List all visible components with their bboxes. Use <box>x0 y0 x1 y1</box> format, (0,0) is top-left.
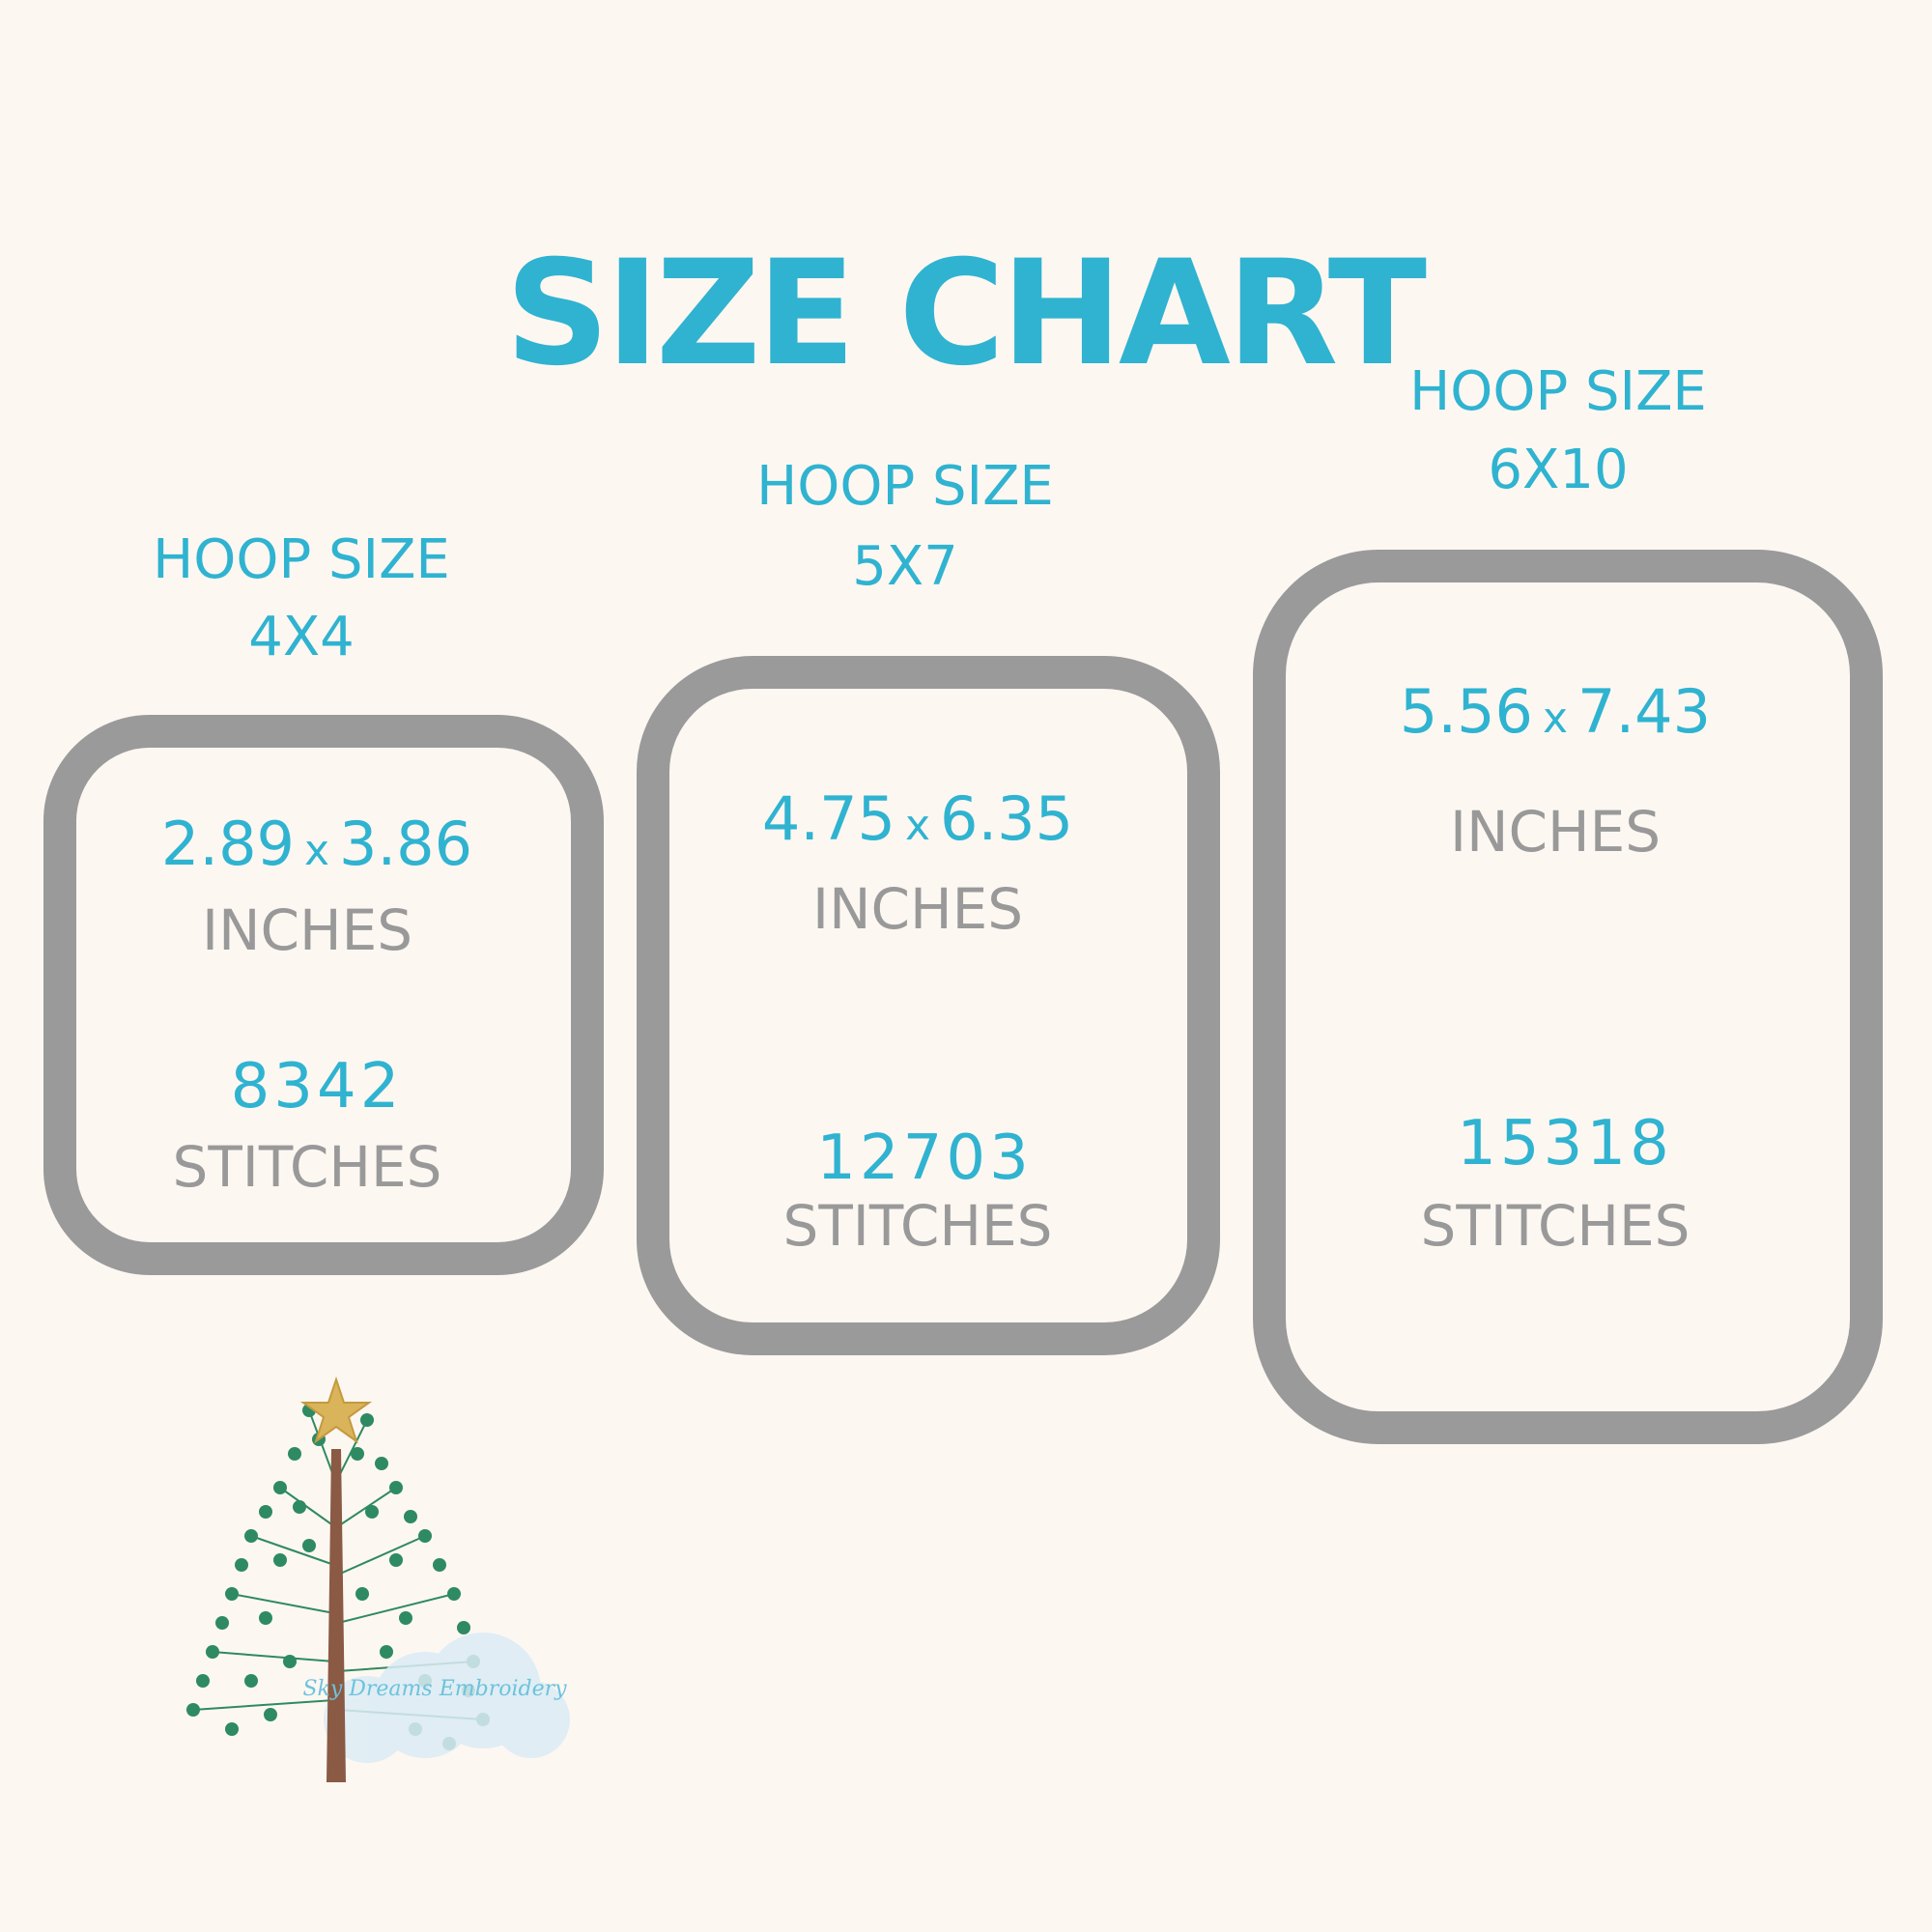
berry <box>264 1708 277 1721</box>
berry <box>418 1529 432 1543</box>
hoop-label-5x7: HOOP SIZE <box>756 455 1054 518</box>
berry <box>244 1529 258 1543</box>
berry <box>259 1611 272 1625</box>
berry <box>259 1505 272 1519</box>
berry <box>225 1722 239 1736</box>
hoop-size-6x10: 6X10 <box>1488 439 1629 501</box>
berry <box>404 1510 417 1523</box>
berry <box>399 1611 412 1625</box>
page-title: SIZE CHART <box>504 230 1427 398</box>
watermark-text: Sky Dreams Embroidery <box>302 1677 567 1701</box>
design-dimensions-5x7: 4.75 x 6.35 <box>761 783 1074 854</box>
hoop-size-4x4: 4X4 <box>248 606 355 668</box>
watermark-cloud <box>324 1633 570 1763</box>
hoop-frame-4x4 <box>43 715 604 1275</box>
christmas-tree-illustration: Sky Dreams Embroidery <box>186 1376 570 1782</box>
berry <box>447 1587 461 1601</box>
berry <box>389 1553 403 1567</box>
berry <box>375 1457 388 1470</box>
hoop-label-6x10: HOOP SIZE <box>1409 360 1707 423</box>
design-dimensions-6x10: 5.56 x 7.43 <box>1399 676 1712 747</box>
hoop-frame-6x10 <box>1253 550 1883 1444</box>
berry <box>288 1447 301 1461</box>
tree-berries <box>186 1404 490 1750</box>
stitches-label: STITCHES <box>782 1193 1053 1259</box>
unit-label: INCHES <box>201 897 413 963</box>
berry <box>206 1645 219 1659</box>
berry <box>389 1481 403 1494</box>
berry <box>273 1553 287 1567</box>
berry <box>355 1587 369 1601</box>
berry <box>457 1621 470 1634</box>
stitches-label: STITCHES <box>1420 1193 1690 1259</box>
stitch-count-5x7: 12703 <box>816 1122 1033 1194</box>
berry <box>235 1558 248 1572</box>
berry <box>196 1674 210 1688</box>
berry <box>215 1616 229 1630</box>
stitch-count-4x4: 8342 <box>230 1051 404 1122</box>
unit-label: INCHES <box>1449 799 1662 865</box>
berry <box>186 1703 200 1717</box>
unit-label: INCHES <box>811 876 1024 942</box>
berry <box>365 1505 379 1519</box>
berry <box>283 1655 297 1668</box>
hoop-frame-5x7 <box>637 656 1220 1355</box>
hoop-label-4x4: HOOP SIZE <box>153 528 450 591</box>
stitches-label: STITCHES <box>172 1134 442 1200</box>
star-icon <box>299 1376 373 1444</box>
berry <box>293 1500 306 1514</box>
design-dimensions-4x4: 2.89 x 3.86 <box>160 809 473 879</box>
berry <box>380 1645 393 1659</box>
berry <box>302 1539 316 1552</box>
stitch-count-6x10: 15318 <box>1457 1108 1673 1179</box>
berry <box>273 1481 287 1494</box>
hoop-size-5x7: 5X7 <box>852 535 958 598</box>
berry <box>433 1558 446 1572</box>
berry <box>360 1413 374 1427</box>
berry <box>244 1674 258 1688</box>
tree-trunk <box>327 1449 346 1782</box>
berry <box>225 1587 239 1601</box>
berry <box>351 1447 364 1461</box>
